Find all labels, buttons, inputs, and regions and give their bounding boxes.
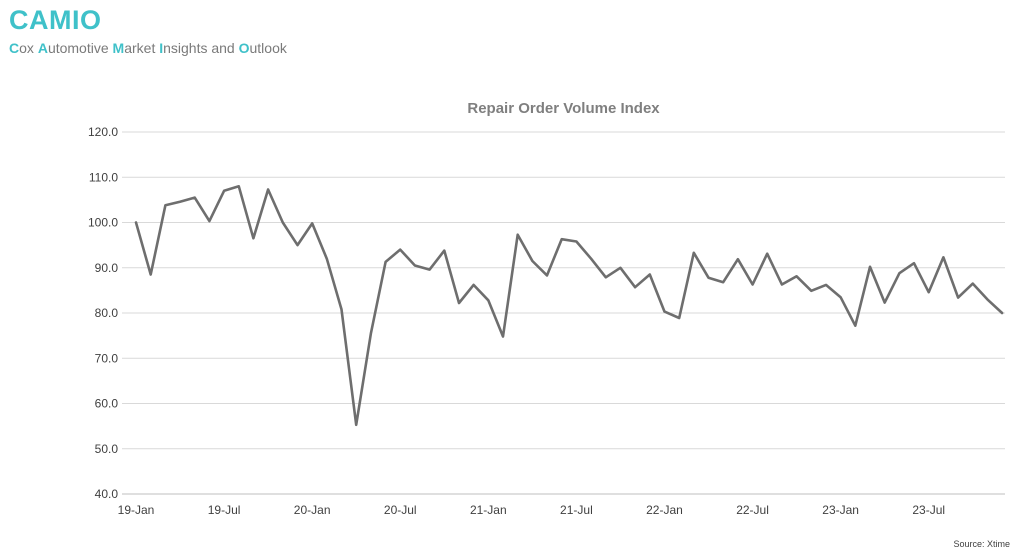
x-tick-label: 23-Jul xyxy=(912,503,945,517)
subtitle-text: arket xyxy=(124,40,160,56)
series-layer xyxy=(134,185,1004,427)
x-tick-label: 19-Jul xyxy=(208,503,241,517)
subtitle-initial: I xyxy=(159,40,164,56)
y-tick-label: 110.0 xyxy=(89,170,118,184)
x-tick-label: 21-Jan xyxy=(470,503,507,517)
x-tick-label: 20-Jan xyxy=(294,503,331,517)
subtitle-text: nsights and xyxy=(163,40,239,56)
y-tick-label: 70.0 xyxy=(95,351,119,365)
brand-subtitle: Cox Automotive Market Insights and Outlo… xyxy=(9,40,287,56)
x-tick-label: 23-Jan xyxy=(822,503,859,517)
y-axis-ticks: 40.0 50.0 60.0 70.0 80.0 90.0 100.0 110.0 120.0 xyxy=(88,125,118,501)
subtitle-text: utomotive xyxy=(47,40,113,56)
y-tick-label: 40.0 xyxy=(95,487,119,501)
y-tick-label: 120.0 xyxy=(88,125,118,139)
subtitle-text: ox xyxy=(19,40,38,56)
y-tick-label: 60.0 xyxy=(95,397,119,411)
x-tick-label: 22-Jul xyxy=(736,503,769,517)
x-tick-label: 19-Jan xyxy=(118,503,155,517)
subtitle-initial: C xyxy=(9,40,20,56)
y-tick-label: 90.0 xyxy=(95,261,119,275)
subtitle-initial: A xyxy=(37,40,48,56)
brand-title: CAMIO xyxy=(9,5,102,35)
series-line xyxy=(134,185,1004,427)
y-tick-label: 80.0 xyxy=(95,306,119,320)
x-tick-label: 20-Jul xyxy=(384,503,417,517)
subtitle-text: utlook xyxy=(249,40,287,56)
x-tick-label: 21-Jul xyxy=(560,503,593,517)
gridlines xyxy=(122,131,1005,450)
chart-title: Repair Order Volume Index xyxy=(467,100,660,117)
y-tick-label: 100.0 xyxy=(88,216,118,230)
source-note: Source: Xtime xyxy=(953,539,1010,549)
y-tick-label: 50.0 xyxy=(95,442,119,456)
brand-header: CAMIO Cox Automotive Market Insights and… xyxy=(9,4,287,56)
subtitle-initial: M xyxy=(112,40,125,56)
x-axis-ticks: 19-Jan 19-Jul 20-Jan 20-Jul 21-Jan 21-Jul 22-J… xyxy=(118,503,945,517)
x-tick-label: 22-Jan xyxy=(646,503,683,517)
subtitle-initial: O xyxy=(238,40,250,56)
